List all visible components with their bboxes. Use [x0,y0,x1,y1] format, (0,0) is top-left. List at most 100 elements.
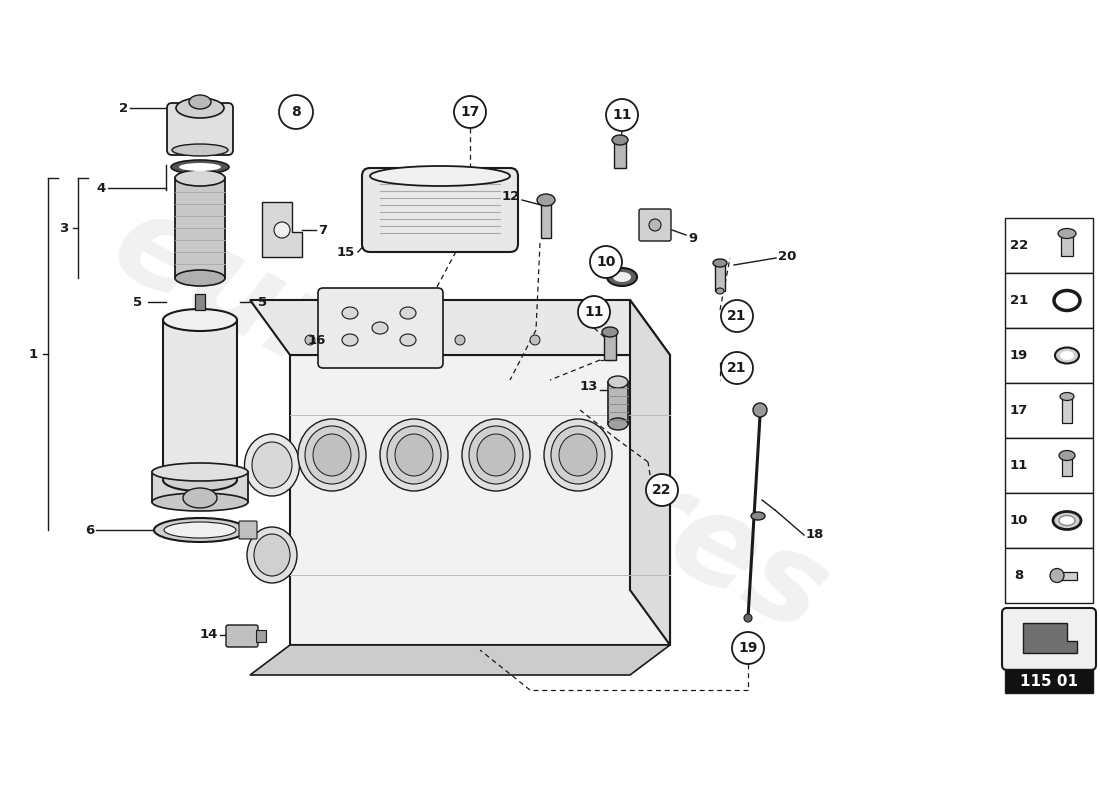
Circle shape [590,246,621,278]
Ellipse shape [608,418,628,430]
Ellipse shape [462,419,530,491]
Ellipse shape [1059,450,1075,461]
Polygon shape [290,355,670,645]
Text: a passion for parts since 1985: a passion for parts since 1985 [277,452,583,568]
Ellipse shape [751,512,764,520]
Text: 22: 22 [652,483,672,497]
Ellipse shape [469,426,522,484]
Ellipse shape [314,434,351,476]
Ellipse shape [607,268,637,286]
Text: 5: 5 [258,295,267,309]
Text: 19: 19 [1010,349,1028,362]
Ellipse shape [248,527,297,583]
Bar [1005,493,1093,548]
Ellipse shape [305,426,359,484]
Text: 8: 8 [292,105,301,119]
Circle shape [274,222,290,238]
Ellipse shape [252,442,292,488]
Text: 18: 18 [806,529,824,542]
Circle shape [279,95,313,129]
Bar [715,263,725,291]
Bar [1005,669,1093,693]
Ellipse shape [254,534,290,576]
Bar [1057,571,1077,579]
Circle shape [732,632,764,664]
Ellipse shape [372,322,388,334]
Bar [1062,455,1072,475]
Text: 115 01: 115 01 [1020,674,1078,689]
Bar [256,630,266,642]
Circle shape [305,335,315,345]
Text: 15: 15 [337,246,355,258]
Ellipse shape [1060,351,1074,360]
Text: eurospares: eurospares [92,181,847,659]
Text: 17: 17 [460,105,480,119]
Ellipse shape [176,98,224,118]
Polygon shape [250,300,670,355]
Ellipse shape [1059,515,1075,526]
Ellipse shape [477,434,515,476]
Ellipse shape [154,518,246,542]
Text: 21: 21 [1010,294,1028,307]
Text: 4: 4 [97,182,106,194]
Text: 21: 21 [727,309,747,323]
Circle shape [530,335,540,345]
Text: 10: 10 [1010,514,1028,527]
Circle shape [454,96,486,128]
Bar [614,140,626,168]
Ellipse shape [189,95,211,109]
Ellipse shape [170,160,229,174]
Ellipse shape [175,170,226,186]
Ellipse shape [1060,393,1074,401]
Circle shape [1050,569,1064,582]
Bar [1062,397,1072,422]
Text: 17: 17 [1010,404,1028,417]
Ellipse shape [400,334,416,346]
FancyBboxPatch shape [226,625,258,647]
Polygon shape [630,300,670,645]
Ellipse shape [608,376,628,388]
Circle shape [605,335,615,345]
FancyBboxPatch shape [167,103,233,155]
Circle shape [720,352,754,384]
Text: 12: 12 [502,190,520,203]
Bar [195,294,205,310]
Ellipse shape [183,488,217,508]
Polygon shape [262,202,303,257]
Ellipse shape [537,194,556,206]
Text: 1: 1 [29,347,38,361]
Ellipse shape [175,270,226,286]
Bar [163,320,236,480]
Circle shape [578,296,610,328]
Ellipse shape [342,307,358,319]
Ellipse shape [1058,229,1076,238]
Ellipse shape [298,419,366,491]
Circle shape [720,300,754,332]
Ellipse shape [152,493,248,511]
Circle shape [754,403,767,417]
Ellipse shape [602,327,618,337]
Ellipse shape [152,463,248,481]
Ellipse shape [544,419,612,491]
Text: 11: 11 [584,305,604,319]
Circle shape [606,99,638,131]
Text: 11: 11 [1010,459,1028,472]
Bar [1005,548,1093,603]
Ellipse shape [716,288,724,294]
Text: 10: 10 [596,255,616,269]
Polygon shape [250,645,670,675]
Ellipse shape [1055,347,1079,363]
Ellipse shape [379,419,448,491]
Text: 9: 9 [688,231,697,245]
Ellipse shape [244,434,299,496]
Bar [1005,218,1093,273]
Circle shape [646,474,678,506]
Text: 3: 3 [58,222,68,234]
Ellipse shape [613,272,631,282]
Polygon shape [1023,623,1077,653]
Text: 19: 19 [738,641,758,655]
Text: 20: 20 [778,250,796,262]
Text: 8: 8 [1014,569,1024,582]
Ellipse shape [342,334,358,346]
Ellipse shape [395,434,433,476]
